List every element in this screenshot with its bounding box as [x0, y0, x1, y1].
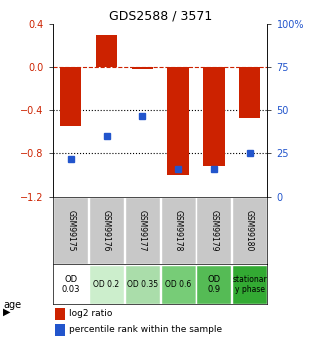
Title: GDS2588 / 3571: GDS2588 / 3571: [109, 10, 212, 23]
Text: OD 0.2: OD 0.2: [93, 280, 120, 289]
Bar: [125, 265, 160, 304]
Bar: [89, 265, 124, 304]
Bar: [55, 324, 65, 336]
Bar: [96, 35, 117, 67]
Bar: [132, 67, 153, 69]
Bar: [196, 197, 231, 264]
Bar: [160, 265, 196, 304]
Text: OD
0.03: OD 0.03: [62, 275, 80, 294]
Text: ▶: ▶: [3, 307, 11, 317]
Text: GSM99179: GSM99179: [209, 210, 218, 251]
Text: GSM99177: GSM99177: [138, 210, 147, 251]
Bar: [60, 67, 81, 127]
Bar: [53, 197, 88, 264]
Bar: [53, 265, 88, 304]
Bar: [55, 308, 65, 321]
Bar: [203, 67, 225, 166]
Bar: [196, 265, 231, 304]
Text: OD 0.35: OD 0.35: [127, 280, 158, 289]
Bar: [232, 265, 267, 304]
Text: GSM99178: GSM99178: [174, 210, 183, 251]
Text: age: age: [3, 300, 21, 310]
Bar: [232, 197, 267, 264]
Text: GSM99180: GSM99180: [245, 210, 254, 251]
Text: percentile rank within the sample: percentile rank within the sample: [69, 325, 222, 334]
Text: OD 0.6: OD 0.6: [165, 280, 191, 289]
Bar: [167, 67, 189, 175]
Bar: [125, 197, 160, 264]
Bar: [239, 67, 260, 118]
Text: stationar
y phase: stationar y phase: [232, 275, 267, 294]
Bar: [160, 197, 196, 264]
Text: GSM99175: GSM99175: [66, 210, 75, 251]
Bar: [89, 197, 124, 264]
Text: OD
0.9: OD 0.9: [207, 275, 220, 294]
Text: GSM99176: GSM99176: [102, 210, 111, 251]
Text: log2 ratio: log2 ratio: [69, 309, 112, 318]
